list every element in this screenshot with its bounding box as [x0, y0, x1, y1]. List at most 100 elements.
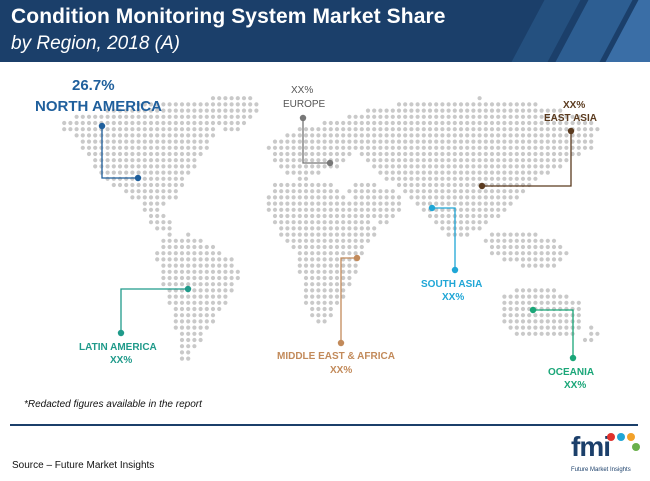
- map-dot: [403, 164, 408, 169]
- map-dot: [186, 294, 191, 299]
- map-dot: [378, 201, 383, 206]
- map-dot: [403, 158, 408, 163]
- map-dot: [396, 102, 402, 107]
- map-dot: [124, 139, 129, 144]
- map-dot: [192, 294, 197, 299]
- leader-line-east-asia: [482, 131, 572, 187]
- map-dot: [353, 114, 358, 119]
- map-dot: [167, 108, 172, 113]
- map-dot: [527, 120, 532, 126]
- map-dot: [421, 201, 426, 206]
- map-dot: [365, 213, 371, 219]
- map-dot: [359, 244, 364, 250]
- map-dot: [403, 145, 408, 150]
- map-dot: [564, 294, 569, 299]
- map-dot: [440, 207, 445, 212]
- map-dot: [223, 294, 228, 299]
- map-dot: [477, 164, 482, 169]
- map-dot: [452, 176, 457, 181]
- map-dot: [545, 263, 550, 268]
- map-dot: [415, 120, 420, 126]
- map-dot: [341, 213, 346, 219]
- map-dot: [161, 133, 166, 138]
- map-dot: [167, 133, 172, 138]
- map-dot: [173, 275, 178, 281]
- map-dot: [558, 300, 563, 305]
- map-dot: [161, 269, 166, 274]
- map-dot: [508, 151, 513, 157]
- map-dot: [372, 226, 377, 231]
- map-dot: [434, 176, 439, 181]
- map-dot: [192, 282, 197, 287]
- map-dot: [316, 269, 321, 274]
- map-dot: [310, 244, 315, 250]
- map-dot: [179, 325, 185, 330]
- map-dot: [167, 220, 172, 225]
- map-dot: [396, 151, 402, 157]
- map-dot: [161, 176, 166, 181]
- map-dot: [167, 282, 172, 287]
- map-dot: [446, 226, 451, 231]
- map-dot: [328, 300, 333, 305]
- map-dot: [403, 189, 408, 194]
- map-dot: [390, 176, 395, 181]
- map-dot: [514, 232, 519, 237]
- map-dot: [558, 257, 563, 262]
- map-dot: [508, 127, 513, 132]
- map-dot: [502, 158, 507, 163]
- map-dot: [322, 263, 327, 268]
- map-dot: [489, 238, 495, 243]
- map-dot: [508, 313, 513, 318]
- map-dot: [372, 207, 377, 212]
- map-dot: [310, 133, 315, 138]
- map-dot: [272, 158, 278, 163]
- map-dot: [347, 275, 352, 281]
- map-dot: [576, 325, 581, 330]
- map-dot: [198, 294, 203, 299]
- map-dot: [520, 263, 526, 268]
- map-dot: [378, 108, 383, 113]
- map-dot: [378, 120, 383, 126]
- map-dot: [396, 164, 402, 169]
- map-dot: [440, 114, 445, 119]
- map-dot: [235, 275, 240, 281]
- map-dot: [198, 282, 203, 287]
- map-dot: [254, 108, 259, 113]
- map-dot: [235, 108, 240, 113]
- map-dot: [409, 108, 414, 113]
- map-dot: [80, 133, 85, 138]
- map-dot: [186, 127, 191, 132]
- map-dot: [564, 313, 569, 318]
- logo-dot: [627, 433, 635, 441]
- map-dot: [489, 244, 495, 250]
- map-dots: [62, 96, 600, 361]
- map-dot: [378, 127, 383, 132]
- fmi-logo: fmi Future Market Insights: [571, 431, 641, 477]
- map-dot: [527, 263, 532, 268]
- map-dot: [68, 127, 73, 132]
- map-dot: [80, 127, 85, 132]
- map-dot: [322, 244, 327, 250]
- leader-line-oceania: [533, 309, 574, 358]
- label-marker-latin-america: [117, 329, 125, 337]
- map-dot: [520, 133, 526, 138]
- map-dot: [291, 238, 296, 243]
- map-dot: [204, 306, 209, 312]
- map-dot: [403, 182, 408, 188]
- map-dot: [415, 176, 420, 181]
- map-dot: [359, 207, 364, 212]
- map-dot: [210, 244, 216, 250]
- map-dot: [440, 145, 445, 150]
- map-dot: [545, 294, 550, 299]
- map-dot: [409, 176, 414, 181]
- map-dot: [173, 325, 178, 330]
- map-dot: [489, 251, 495, 256]
- map-dot: [558, 331, 563, 336]
- map-dot: [130, 114, 135, 119]
- map-dot: [161, 151, 166, 157]
- map-dot: [285, 133, 290, 138]
- map-dot: [272, 189, 278, 194]
- map-dot: [539, 294, 544, 299]
- label-marker-oceania: [569, 354, 577, 362]
- map-dot: [409, 133, 414, 138]
